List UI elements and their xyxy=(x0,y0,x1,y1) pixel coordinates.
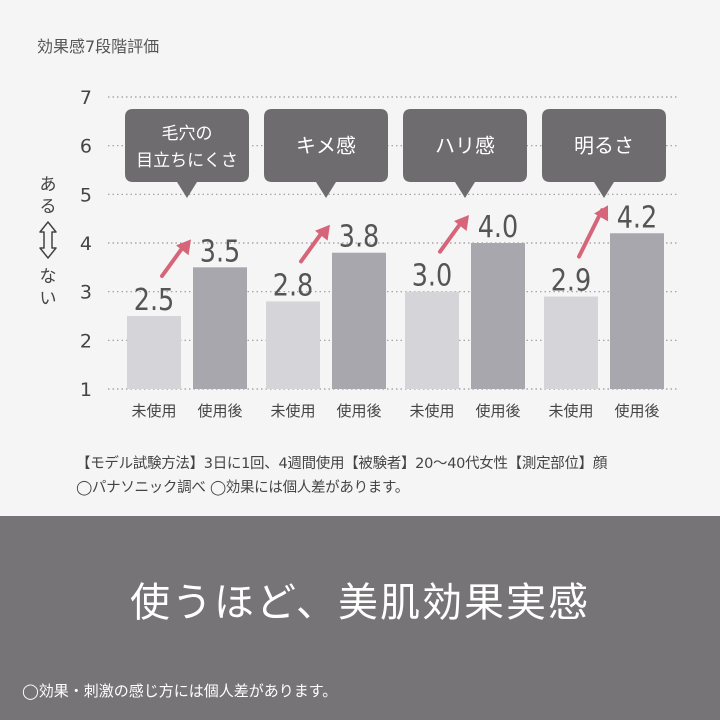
bar-group: 3.0 4.0 未使用 使用後 ハリ感 xyxy=(403,109,527,420)
survey-note: ◯パナソニック調べ ◯効果には個人差があります。 xyxy=(76,480,409,496)
y-axis-label: ある ない xyxy=(39,175,57,309)
banner-footnote: ◯効果・刺激の感じ方には個人差があります。 xyxy=(22,682,338,700)
callout-bubble xyxy=(125,109,249,198)
arrow-head-icon xyxy=(594,205,609,222)
double-arrow-icon xyxy=(39,221,57,259)
arrow-head-icon xyxy=(176,239,191,256)
x-label-after: 使用後 xyxy=(336,402,381,420)
value-label-before: 2.5 xyxy=(134,282,175,318)
bar-after xyxy=(471,243,525,389)
callout-text: 目立ちにくさ xyxy=(136,151,238,171)
chart-title: 効果感7段階評価 xyxy=(37,37,159,56)
value-label-before: 2.8 xyxy=(273,267,314,303)
x-label-before: 未使用 xyxy=(270,402,315,420)
bar-before xyxy=(405,291,459,389)
y-tick-label: 4 xyxy=(80,233,92,255)
value-label-after: 4.2 xyxy=(617,199,658,235)
x-label-before: 未使用 xyxy=(131,402,176,420)
x-label-after: 使用後 xyxy=(197,402,242,420)
x-label-after: 使用後 xyxy=(475,402,520,420)
x-label-after: 使用後 xyxy=(614,402,659,420)
callout-text: キメ感 xyxy=(296,134,356,158)
increase-arrow xyxy=(160,242,187,278)
value-label-after: 4.0 xyxy=(478,209,519,245)
callout-bubble xyxy=(403,109,527,198)
y-tick-label: 2 xyxy=(80,330,92,352)
value-label-after: 3.5 xyxy=(200,233,241,269)
value-label-before: 3.0 xyxy=(412,258,453,294)
test-method-note: 【モデル試験方法】3日に1回、4週間使用【被験者】20～40代女性【測定部位】顔 xyxy=(76,456,608,472)
bar-before xyxy=(544,296,598,389)
callout-text: 毛穴の xyxy=(162,124,213,144)
bar-after xyxy=(193,267,247,389)
effect-bar-chart: 効果感7段階評価 1 2 3 4 5 6 7 ある ない 2.5 3.5 未使用 使用後 毛穴の目立… xyxy=(37,37,678,420)
promo-banner xyxy=(0,516,720,720)
bar-after xyxy=(332,252,386,389)
y-tick-label: 1 xyxy=(80,379,92,401)
y-tick-label: 7 xyxy=(80,87,92,109)
callout-bubble xyxy=(542,109,666,198)
callout-bubble xyxy=(264,109,388,198)
bar-group: 2.9 4.2 未使用 使用後 明るさ xyxy=(542,109,666,420)
banner-headline: 使うほど、美肌効果実感 xyxy=(130,580,590,626)
bar-after xyxy=(610,233,664,389)
x-label-before: 未使用 xyxy=(548,402,593,420)
arrow-head-icon xyxy=(454,215,469,231)
y-tick-labels: 1 2 3 4 5 6 7 xyxy=(80,87,92,401)
bar-group: 2.8 3.8 未使用 使用後 キメ感 xyxy=(264,109,388,420)
y-axis-label-bottom: ない xyxy=(40,267,57,309)
y-tick-label: 5 xyxy=(80,184,92,206)
increase-arrow xyxy=(299,227,326,264)
bar-before xyxy=(266,301,320,389)
callout-text: 明るさ xyxy=(574,134,634,158)
y-tick-label: 3 xyxy=(80,282,92,304)
value-label-before: 2.9 xyxy=(551,263,592,299)
increase-arrow xyxy=(438,218,465,254)
arrow-head-icon xyxy=(315,224,330,241)
bar-before xyxy=(127,316,181,389)
value-label-after: 3.8 xyxy=(339,219,380,255)
callout-text: ハリ感 xyxy=(435,134,495,158)
y-axis-label-top: ある xyxy=(40,175,57,217)
increase-arrow xyxy=(577,208,604,259)
y-tick-label: 6 xyxy=(80,136,92,158)
x-label-before: 未使用 xyxy=(409,402,454,420)
